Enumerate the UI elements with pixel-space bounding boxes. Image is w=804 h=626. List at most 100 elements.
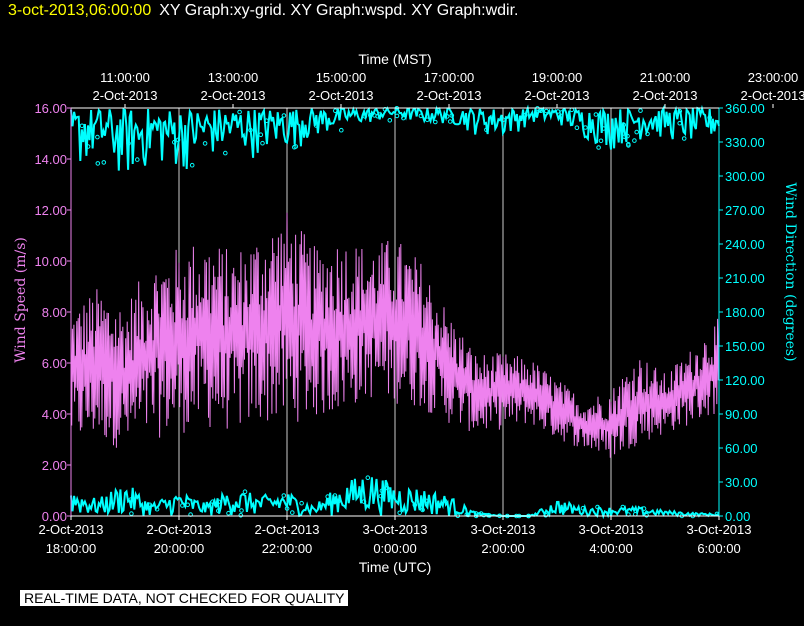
wind-direction-marker xyxy=(481,512,487,518)
wind-direction-marker xyxy=(580,505,586,511)
wind-direction-marker xyxy=(333,108,338,113)
wind-direction-marker xyxy=(473,511,479,516)
top-tick-time: 11:00:00 xyxy=(100,70,150,85)
wind-direction-marker xyxy=(147,502,153,508)
wind-direction-marker xyxy=(626,143,631,148)
wind-direction-marker xyxy=(216,508,221,514)
bottom-tick-date: 2-Oct-2013 xyxy=(146,522,211,537)
wind-direction-marker xyxy=(126,141,131,146)
wind-direction-marker xyxy=(238,513,244,518)
right-tick-label: 120.00 xyxy=(725,373,765,388)
bottom-tick-time: 4:00:00 xyxy=(589,541,632,556)
right-tick-label: 360.00 xyxy=(725,101,765,116)
wind-direction-marker xyxy=(401,115,406,121)
wind-direction-marker xyxy=(325,494,331,499)
wind-direction-marker xyxy=(216,499,221,505)
wind-direction-marker xyxy=(433,119,438,125)
wind-direction-marker xyxy=(172,139,177,145)
wind-direction-marker xyxy=(226,510,231,516)
wind-direction-marker xyxy=(258,132,264,137)
wind-direction-marker xyxy=(620,504,626,510)
left-tick-label: 10.00 xyxy=(34,254,67,269)
left-tick-label: 12.00 xyxy=(34,203,67,218)
bottom-axis-title: Time (UTC) xyxy=(359,559,432,575)
wind-direction-marker xyxy=(336,498,341,504)
wind-direction-marker xyxy=(559,110,564,115)
bottom-tick-time: 18:00:00 xyxy=(46,541,97,556)
wind-direction-marker xyxy=(574,125,580,130)
wind-direction-marker xyxy=(566,114,571,120)
wind-direction-marker xyxy=(645,131,650,137)
chart-header: 3-oct-2013,06:00:00 XY Graph:xy-grid. XY … xyxy=(8,0,519,22)
wind-direction-marker xyxy=(281,493,287,498)
left-tick-label: 4.00 xyxy=(42,407,67,422)
wind-direction-marker xyxy=(368,113,373,118)
wind-direction-marker xyxy=(598,138,604,144)
wind-direction-marker xyxy=(638,108,643,113)
wind-direction-marker xyxy=(522,113,528,118)
bottom-tick-time: 20:00:00 xyxy=(154,541,205,556)
bottom-tick-date: 3-Oct-2013 xyxy=(578,522,643,537)
wind-direction-marker xyxy=(95,134,100,140)
wind-direction-marker xyxy=(544,108,549,114)
wind-direction-marker xyxy=(420,507,425,513)
top-tick-date: 2-Oct-2013 xyxy=(308,88,373,103)
wind-direction-marker xyxy=(418,113,424,119)
wind-direction-marker xyxy=(424,498,429,504)
left-axis-title: Wind Speed (m/s) xyxy=(13,237,29,363)
bottom-tick-date: 2-Oct-2013 xyxy=(38,522,103,537)
wind-speed-line xyxy=(70,212,720,458)
axes-layer: 0.00 2.00 4.00 6.00 8.00 10.00 12.00 14.00 16.00… xyxy=(34,70,804,556)
wind-direction-marker xyxy=(442,498,448,503)
wind-direction-marker xyxy=(362,114,368,119)
wind-direction-marker xyxy=(202,141,208,146)
wind-direction-marker xyxy=(332,493,338,498)
wind-direction-marker xyxy=(707,115,713,120)
wind-direction-marker xyxy=(412,502,418,508)
wind-direction-marker xyxy=(361,499,367,504)
bottom-tick-time: 22:00:00 xyxy=(262,541,313,556)
wind-direction-marker xyxy=(85,144,91,149)
left-tick-label: 16.00 xyxy=(34,101,67,116)
bottom-tick-time: 0:00:00 xyxy=(373,541,416,556)
wind-direction-marker xyxy=(387,118,393,123)
wind-direction-marker xyxy=(135,157,140,162)
wind-direction-marker xyxy=(185,502,190,508)
wind-direction-marker xyxy=(449,113,455,118)
wind-direction-marker xyxy=(378,493,384,499)
right-tick-label: 210.00 xyxy=(725,271,765,286)
top-tick-date: 2-Oct-2013 xyxy=(524,88,589,103)
wind-direction-marker xyxy=(299,500,304,506)
wind-direction-marker xyxy=(189,162,195,168)
wind-direction-marker xyxy=(313,123,319,128)
right-tick-label: 180.00 xyxy=(725,305,765,320)
wind-direction-marker xyxy=(500,117,506,122)
right-tick-label: 0.00 xyxy=(725,509,750,524)
wind-direction-marker xyxy=(677,108,683,114)
right-tick-label: 150.00 xyxy=(725,339,765,354)
wind-direction-marker xyxy=(264,118,269,123)
timestamp: 3-oct-2013,06:00:00 xyxy=(8,2,152,19)
right-tick-label: 60.00 xyxy=(725,441,758,456)
wind-direction-marker xyxy=(533,112,539,117)
left-tick-label: 0.00 xyxy=(42,509,67,524)
wind-direction-marker xyxy=(561,508,566,514)
wind-direction-marker xyxy=(260,140,265,146)
bottom-tick-date: 3-Oct-2013 xyxy=(470,522,535,537)
wind-direction-marker xyxy=(621,122,627,128)
wind-direction-marker xyxy=(248,127,253,133)
top-tick-time: 21:00:00 xyxy=(640,70,691,85)
wind-direction-marker xyxy=(128,497,133,503)
wind-direction-marker xyxy=(284,506,290,511)
top-tick-date: 2-Oct-2013 xyxy=(416,88,481,103)
wind-direction-marker xyxy=(175,137,181,143)
right-tick-label: 330.00 xyxy=(725,135,765,150)
bottom-tick-time: 2:00:00 xyxy=(481,541,524,556)
wind-direction-marker xyxy=(632,138,637,143)
wind-direction-marker xyxy=(79,123,85,129)
right-tick-label: 300.00 xyxy=(725,169,765,184)
wind-direction-marker xyxy=(641,506,647,511)
top-tick-date: 2-Oct-2013 xyxy=(740,88,804,103)
wind-direction-marker xyxy=(213,502,219,508)
